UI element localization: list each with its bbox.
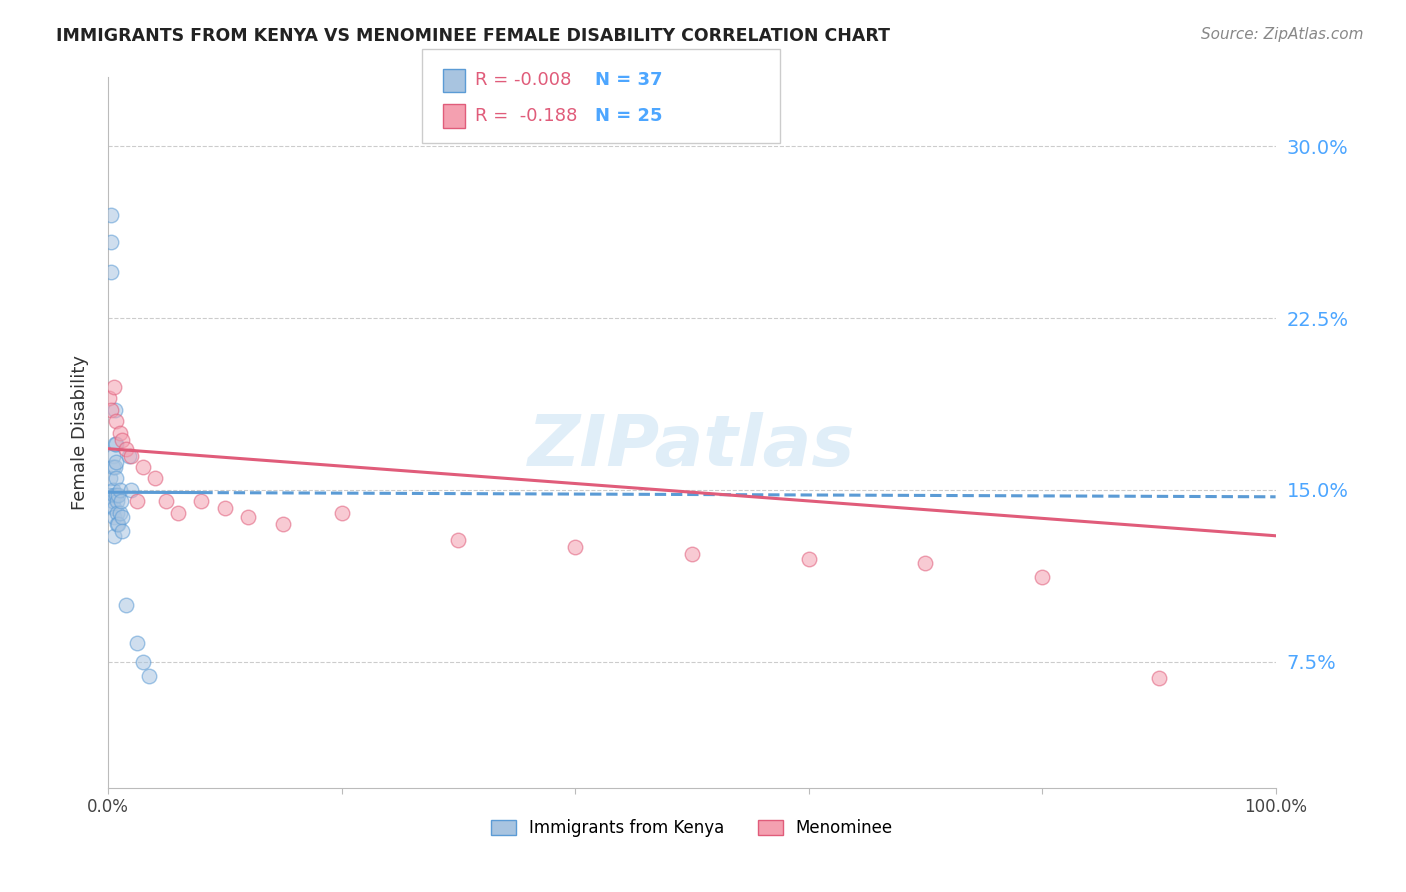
Point [111, 524, 134, 538]
Point [103, 510, 125, 524]
Point [101, 494, 124, 508]
Point [108, 506, 131, 520]
Point [105, 494, 128, 508]
Point [111, 433, 134, 447]
Point [330, 506, 353, 520]
Point [104, 437, 127, 451]
Point [564, 540, 586, 554]
Point [105, 506, 128, 520]
Point [105, 455, 128, 469]
Point [1031, 570, 1053, 584]
Point [100, 402, 122, 417]
Point [105, 414, 128, 428]
Text: ZIPatlas: ZIPatlas [529, 412, 855, 482]
Point [107, 487, 129, 501]
Point [98, 499, 121, 513]
Point [114, 442, 136, 456]
Point [108, 483, 131, 497]
Point [103, 380, 125, 394]
Point [914, 556, 936, 570]
Point [132, 460, 155, 475]
Point [101, 449, 124, 463]
Point [105, 487, 128, 501]
Y-axis label: Female Disability: Female Disability [72, 355, 89, 510]
Text: R = -0.008: R = -0.008 [475, 71, 572, 89]
Point [190, 494, 212, 508]
Point [236, 510, 259, 524]
Text: Source: ZipAtlas.com: Source: ZipAtlas.com [1201, 27, 1364, 42]
Point [132, 655, 155, 669]
Point [105, 517, 128, 532]
Point [120, 483, 142, 497]
Point [447, 533, 470, 548]
Point [98, 487, 121, 501]
Point [271, 517, 294, 532]
Text: N = 25: N = 25 [595, 107, 662, 125]
Point [120, 449, 142, 463]
Point [108, 425, 131, 440]
Point [103, 529, 125, 543]
Point [114, 598, 136, 612]
Text: IMMIGRANTS FROM KENYA VS MENOMINEE FEMALE DISABILITY CORRELATION CHART: IMMIGRANTS FROM KENYA VS MENOMINEE FEMAL… [56, 27, 890, 45]
Point [100, 265, 122, 279]
Point [101, 483, 124, 497]
Point [98, 391, 121, 405]
Point [155, 494, 177, 508]
Point [118, 449, 141, 463]
Point [107, 517, 129, 532]
Point [103, 501, 125, 516]
Point [797, 551, 820, 566]
Point [110, 494, 132, 508]
Point [214, 501, 236, 516]
Point [127, 636, 149, 650]
Point [681, 547, 703, 561]
Point [98, 471, 121, 485]
Point [167, 506, 190, 520]
Point [101, 460, 124, 475]
Legend: Immigrants from Kenya, Menominee: Immigrants from Kenya, Menominee [484, 812, 900, 844]
Point [127, 494, 149, 508]
Point [100, 208, 122, 222]
Point [103, 487, 125, 501]
Point [104, 460, 127, 475]
Text: R =  -0.188: R = -0.188 [475, 107, 578, 125]
Point [105, 437, 128, 451]
Point [100, 235, 122, 250]
Point [1147, 671, 1170, 685]
Point [111, 510, 134, 524]
Point [138, 668, 160, 682]
Point [104, 402, 127, 417]
Text: N = 37: N = 37 [595, 71, 662, 89]
Point [105, 471, 128, 485]
Point [143, 471, 166, 485]
